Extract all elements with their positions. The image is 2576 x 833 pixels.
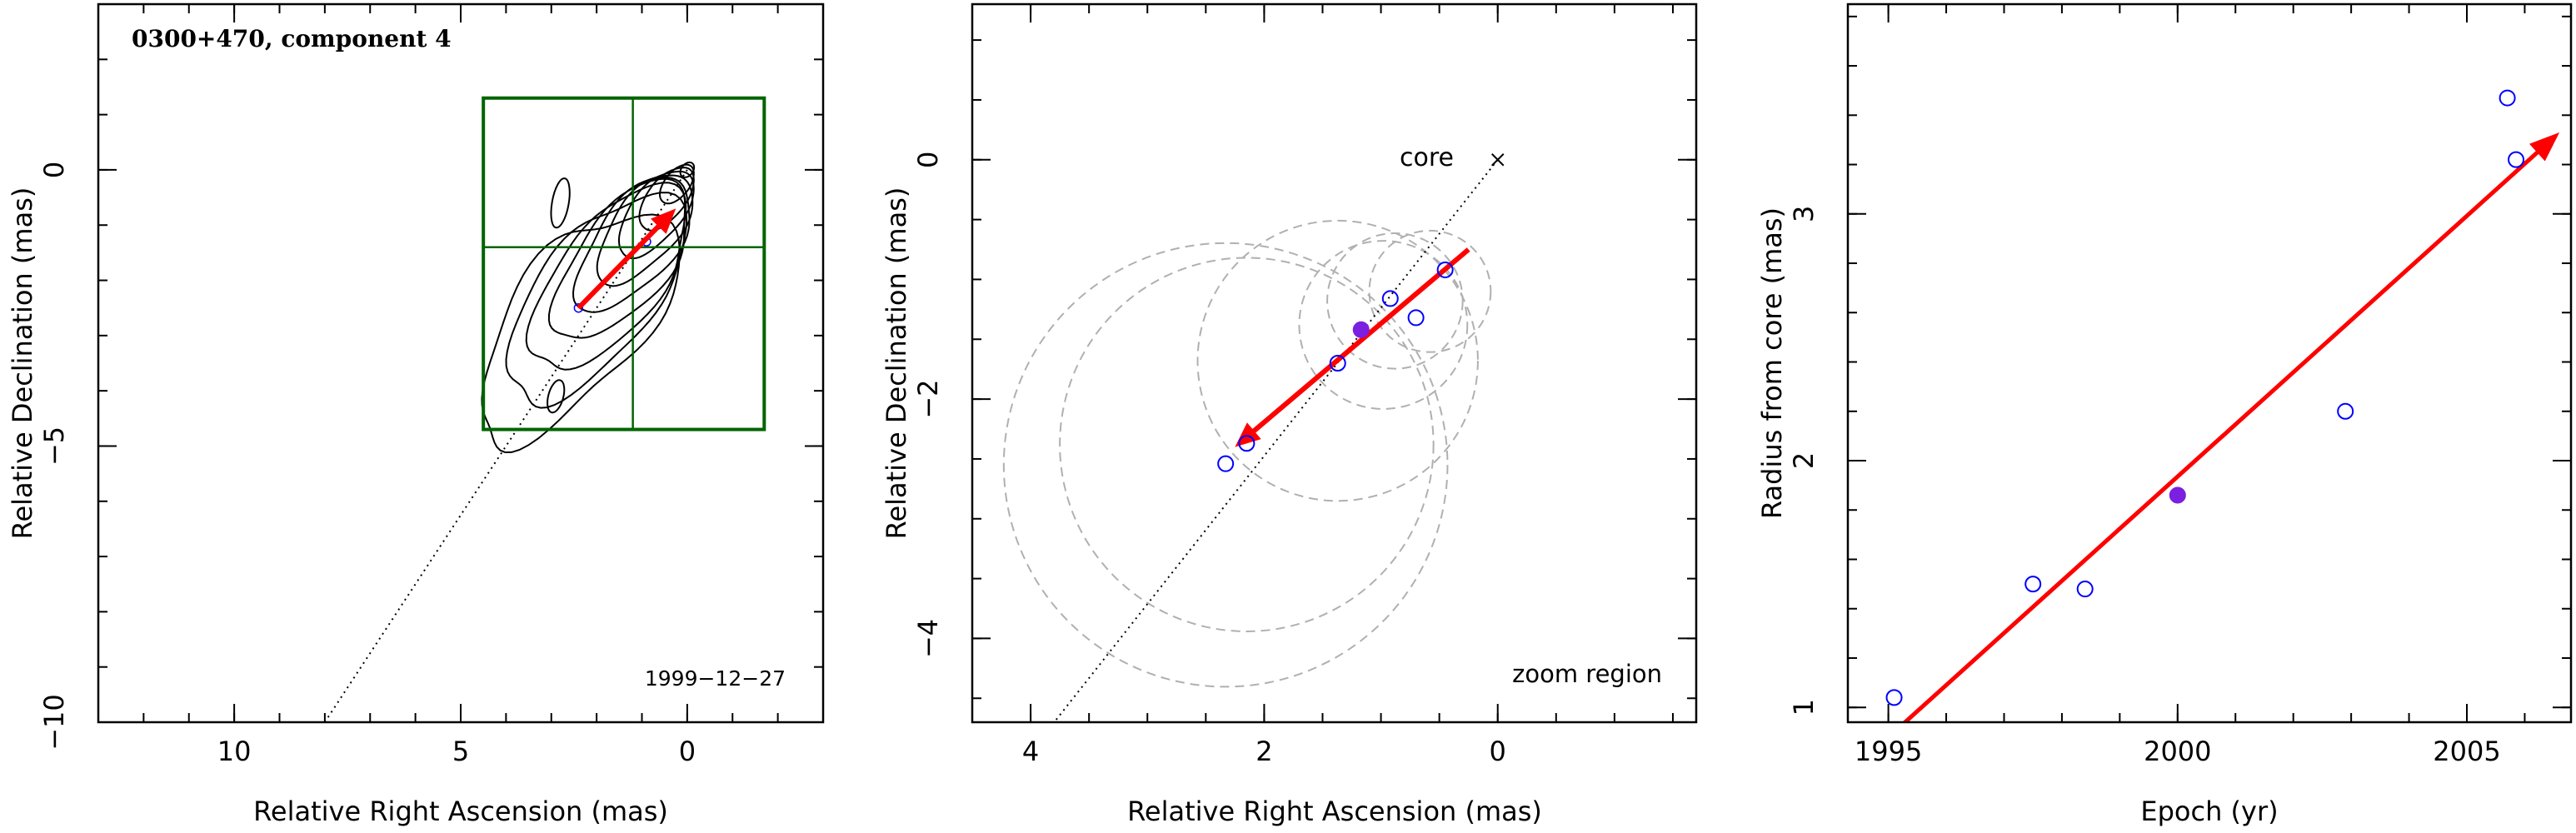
panel-2: core zoom region 4 2 0 0 −2 −4 Relative … (881, 2, 1698, 827)
panel-3-fit-line-shaft (1901, 145, 2546, 722)
panel-1-y-axis-label: Relative Declination (mas) (7, 187, 38, 540)
panel-1-contours (481, 161, 696, 454)
panel-3: 1995 2000 2005 1 2 3 Epoch (yr) Radius f… (1756, 2, 2573, 827)
panel-3-points (1885, 89, 2525, 706)
panel-1-y-tick-label: 0 (38, 162, 70, 178)
panel-3-data-point (1885, 689, 1903, 706)
panel-1-overlay (324, 96, 766, 722)
panel-1-contour (525, 182, 687, 371)
panel-3-y-tick-label: 2 (1788, 452, 1820, 469)
panel-2-x-tick-label: 0 (1490, 736, 1506, 767)
panel-2-x-tick-label: 4 (1022, 736, 1039, 767)
panel-1-x-tick-label: 10 (217, 736, 252, 767)
panel-2-trajectory-line (1053, 159, 1499, 722)
panel-3-data-point (2508, 151, 2525, 168)
panel-1-frame (97, 2, 825, 724)
panel-2-x-tick-label: 2 (1256, 736, 1272, 767)
panel-1-contour (505, 192, 688, 409)
panel-3-y-axis-label: Radius from core (mas) (1756, 207, 1788, 519)
panel-3-data-point (2337, 402, 2354, 420)
panel-1-zoom-box (482, 96, 766, 431)
panel-2-data-point (1238, 435, 1256, 452)
panel-1-y-tick-label: −10 (38, 694, 70, 751)
panel-1-contour (547, 177, 686, 339)
panel-1-title: 0300+470, component 4 (132, 25, 452, 52)
panel-2-data-point (1407, 309, 1425, 327)
panel-1-x-axis-label: Relative Right Ascension (mas) (253, 796, 668, 827)
panel-1-contour (547, 379, 566, 414)
panel-2-core-annotation: core (1400, 143, 1454, 172)
panel-1-motion-vector-head (651, 208, 676, 234)
panel-3-fit-line-head (2529, 132, 2560, 162)
panel-1: 0300+470, component 4 1999−12−27 10 5 0 … (7, 2, 825, 827)
panel-1-component-point (573, 302, 584, 313)
panel-2-frame (971, 2, 1698, 724)
panel-1-contour (550, 177, 571, 229)
panel-3-y-tick-label: 1 (1788, 699, 1820, 716)
panel-2-uncertainty-circle (1368, 229, 1492, 353)
panel-2-motion-vector-shaft (1246, 247, 1470, 438)
panel-3-data-point (2024, 576, 2042, 593)
panel-3-frame (1846, 2, 2573, 724)
panel-3-y-tick-label: 3 (1788, 206, 1820, 222)
panel-2-circles (1002, 219, 1492, 688)
panel-2-x-axis-label: Relative Right Ascension (mas) (1127, 796, 1542, 827)
panel-3-x-tick-label: 1995 (1855, 736, 1922, 767)
panel-2-y-axis-label: Relative Declination (mas) (881, 187, 912, 540)
panel-2-y-tick-label: −4 (912, 619, 944, 658)
panel-1-y-tick-label: −5 (38, 426, 70, 466)
panel-3-data-point (2499, 89, 2516, 107)
panel-1-contour (618, 170, 695, 260)
panel-2-points (1217, 261, 1454, 472)
panel-2-uncertainty-circle (1059, 257, 1435, 632)
panel-2-core-marker (1491, 153, 1505, 167)
panel-2-y-tick-label: 0 (912, 152, 944, 168)
panel-2-y-tick-label: −2 (912, 380, 944, 419)
panel-3-data-point (2169, 486, 2186, 504)
panel-2-data-point (1329, 355, 1346, 372)
panel-3-overlay (1901, 132, 2560, 722)
panel-1-motion-vector-shaft (577, 219, 666, 310)
panel-3-ticks (1848, 4, 2571, 722)
panel-1-epoch-label: 1999−12−27 (645, 666, 786, 691)
panel-1-contour (638, 167, 695, 232)
panel-3-x-tick-label: 2005 (2433, 736, 2500, 767)
panel-1-contour (679, 161, 696, 178)
panel-2-uncertainty-circle (1002, 242, 1449, 688)
panel-1-contour (481, 213, 681, 454)
panel-1-x-tick-label: 0 (679, 736, 696, 767)
panel-3-x-axis-label: Epoch (yr) (2140, 796, 2278, 827)
panel-1-contour (659, 163, 695, 205)
panel-2-uncertainty-circle (1326, 232, 1464, 370)
panel-1-x-tick-label: 5 (452, 736, 469, 767)
panel-2-uncertainty-circle (1196, 219, 1479, 502)
panel-2-data-point (1436, 261, 1454, 278)
panel-2-data-point (1217, 455, 1235, 472)
panel-2-data-point (1381, 290, 1399, 307)
panel-2-uncertainty-circle (1298, 240, 1469, 410)
panel-2-ticks (971, 4, 1696, 722)
panel-2-data-point (1352, 321, 1370, 338)
panel-3-data-point (2076, 581, 2094, 598)
panel-2-zoom-annotation: zoom region (1512, 660, 1662, 688)
panel-1-ticks (97, 3, 824, 723)
panel-3-x-tick-label: 2000 (2144, 736, 2211, 767)
